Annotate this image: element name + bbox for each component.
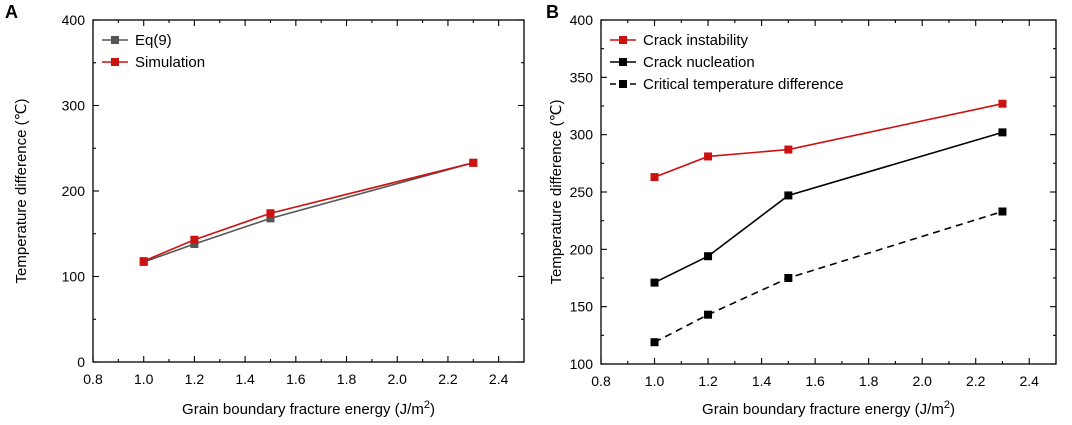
x-axis-label-sup: 2 [424,399,430,411]
panel-a-y-axis-label: Temperature difference (℃) [13,99,30,284]
legend-label: Crack instability [643,32,749,49]
series-line-critical-temperature-difference [654,210,1003,343]
x-axis-label-main: Grain boundary fracture energy (J/m [702,401,944,418]
x-tick-label: 1.8 [859,373,879,389]
y-tick-label: 0 [77,354,85,370]
x-tick-label: 1.8 [337,371,357,387]
x-tick-label: 1.4 [752,373,772,389]
data-point [266,209,275,218]
data-point [469,158,478,167]
panel-a-x-axis-label: Grain boundary fracture energy (J/m2) [182,399,435,418]
data-point [784,274,793,282]
y-tick-label: 200 [62,183,86,199]
x-tick-label: 2.0 [388,371,408,387]
x-tick-label: 1.6 [805,373,825,389]
legend-marker [111,58,119,66]
x-tick-label: 1.0 [134,371,154,387]
x-tick-label: 0.8 [83,371,103,387]
y-tick-label: 300 [62,98,86,114]
y-tick-label: 400 [570,12,594,28]
data-point [704,252,713,261]
data-point [650,338,659,347]
x-axis-label-end: ) [950,401,955,418]
series-line-eq-9- [143,162,474,263]
x-axis-label-end: ) [430,401,435,418]
data-point [139,257,148,266]
panel-a-chart: A 0.8 1.0 1.2 1.4 1.6 1.8 2.0 2.2 2.4 0 100 200 300 40… [5,2,525,418]
data-point [704,152,713,161]
legend-label: Simulation [135,54,205,71]
x-axis-label-main: Grain boundary fracture energy (J/m [182,401,424,418]
legend-marker [111,36,119,44]
data-point [998,207,1007,216]
x-tick-label: 2.2 [966,373,986,389]
x-tick-label: 1.0 [645,373,665,389]
panel-b-y-axis-label: Temperature difference (℃) [548,100,565,285]
series-line-simulation [143,162,474,262]
panel-b-x-axis-label: Grain boundary fracture energy (J/m2) [702,399,955,418]
y-tick-label: 200 [570,241,594,257]
data-point [784,145,793,154]
panel-a-letter: A [5,2,18,22]
x-tick-label: 2.2 [438,371,458,387]
y-tick-label: 100 [62,269,86,285]
x-axis-label-sup: 2 [944,399,950,411]
panel-a-plot-frame [92,19,525,363]
data-point [998,128,1007,137]
y-tick-label: 350 [570,69,594,85]
x-tick-label: 2.0 [912,373,932,389]
data-point [266,214,275,223]
panel-b-plot-frame [600,19,1057,365]
data-point [998,99,1007,108]
x-tick-label: 1.2 [185,371,205,387]
legend-marker [619,36,627,44]
data-point [190,240,199,249]
data-point [650,278,659,287]
y-tick-label: 100 [570,356,594,372]
x-tick-label: 1.4 [235,371,255,387]
data-point [190,235,199,244]
data-point [650,173,659,182]
x-tick-label: 2.4 [1020,373,1040,389]
data-point [704,310,713,319]
x-tick-label: 0.8 [591,373,611,389]
series-line-crack-nucleation [654,131,1003,284]
legend-label: Critical temperature difference [643,76,844,93]
series-line-crack-instability [654,102,1003,178]
legend-label: Eq(9) [135,32,172,49]
legend-label: Crack nucleation [643,54,755,71]
legend-marker [619,58,627,66]
y-tick-label: 400 [62,12,86,28]
y-tick-label: 300 [570,127,594,143]
x-tick-label: 1.2 [698,373,718,389]
x-tick-label: 2.4 [489,371,509,387]
data-point [784,191,793,200]
y-tick-label: 250 [570,184,594,200]
legend-marker [619,80,627,88]
y-tick-label: 150 [570,299,594,315]
panel-b-letter: B [546,2,559,22]
x-tick-label: 1.6 [286,371,306,387]
panel-b-chart: B 0.8 1.0 1.2 1.4 1.6 1.8 2.0 2.2 2.4 100 150 200 250… [546,2,1057,418]
